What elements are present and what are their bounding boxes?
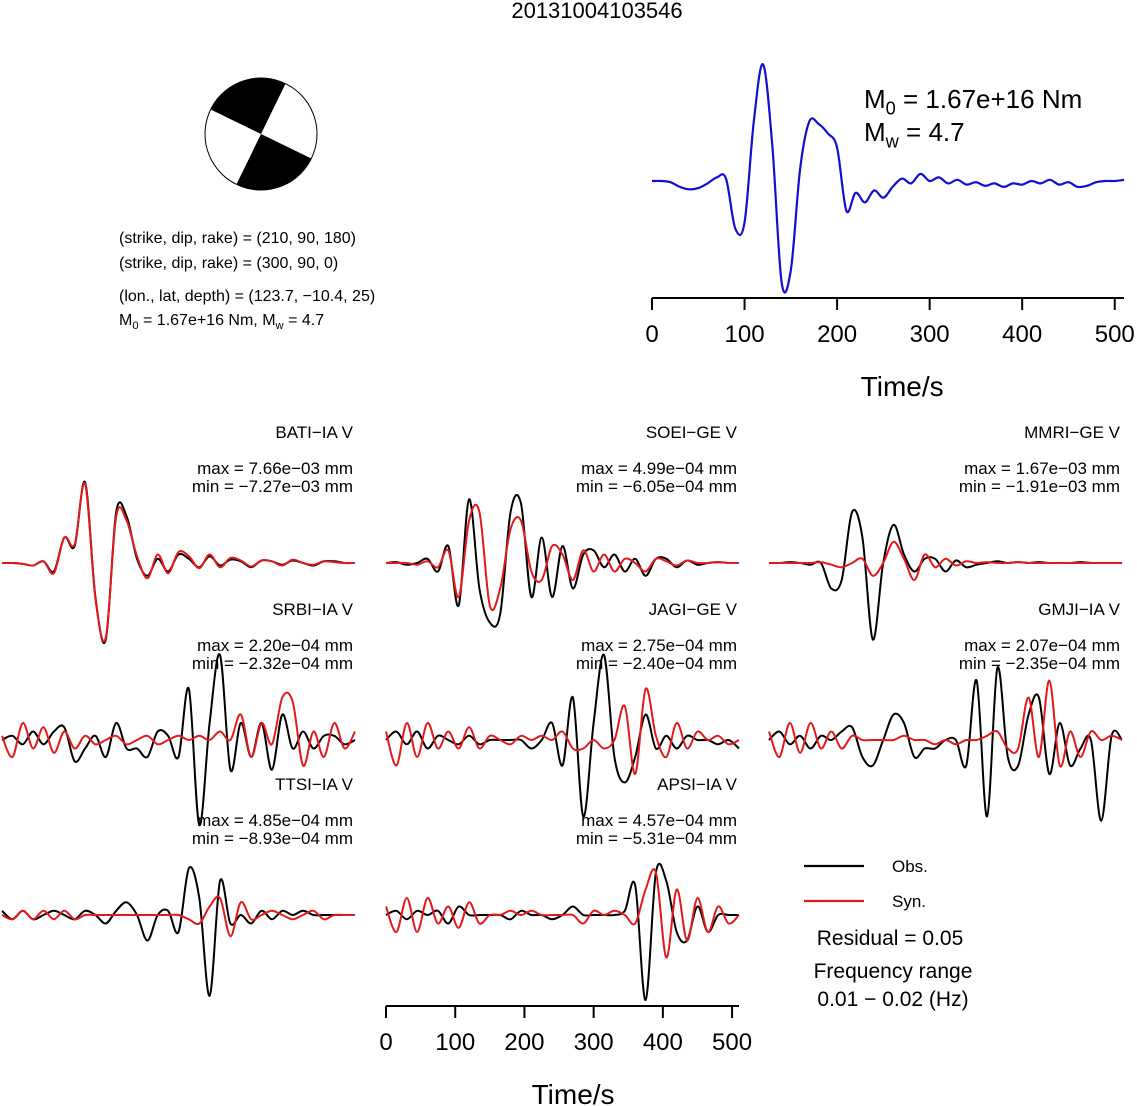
station-name: TTSI−IA V — [275, 775, 354, 794]
text-part: M — [864, 84, 886, 114]
min-label: min = −7.27e−03 mm — [192, 477, 353, 496]
mechanism-line: (strike, dip, rake) = (300, 90, 0) — [119, 255, 338, 272]
text-part: = 1.67e+16 Nm, M — [139, 312, 276, 329]
max-label: max = 2.75e−04 mm — [581, 636, 737, 655]
mechanism-line: (lon., lat, depth) = (123.7, −10.4, 25) — [119, 288, 375, 305]
min-label: min = −2.35e−04 mm — [959, 654, 1120, 673]
subscript: 0 — [132, 320, 138, 332]
station-name: SOEI−GE V — [646, 423, 738, 442]
subscript: 0 — [886, 99, 896, 119]
x-tick-label: 400 — [643, 1029, 683, 1056]
text-part: M — [864, 117, 886, 147]
min-label: min = −8.93e−04 mm — [192, 829, 353, 848]
max-label: max = 4.99e−04 mm — [581, 459, 737, 478]
text-part: = 1.67e+16 Nm — [896, 84, 1082, 114]
beachball — [204, 77, 318, 191]
min-label: min = −2.40e−04 mm — [576, 654, 737, 673]
x-tick-label: 200 — [504, 1029, 544, 1056]
figure-title: 20131004103546 — [511, 0, 682, 23]
subscript-text: Mw = 4.7 — [864, 117, 965, 152]
min-label: min = −2.32e−04 mm — [192, 654, 353, 673]
x-tick-label: 0 — [645, 321, 658, 348]
obs-trace — [385, 862, 739, 1002]
max-label: max = 1.67e−03 mm — [964, 459, 1120, 478]
subscript-text: M0 = 1.67e+16 Nm — [864, 84, 1082, 119]
station-name: APSI−IA V — [657, 775, 738, 794]
obs-trace — [768, 509, 1122, 641]
syn-trace — [385, 503, 740, 612]
station-name: BATI−IA V — [275, 423, 353, 442]
legend-label: Obs. — [892, 857, 928, 876]
legend-label: Syn. — [892, 892, 926, 911]
x-tick-label: 200 — [817, 321, 857, 348]
syn-trace — [768, 679, 1123, 768]
max-label: max = 4.85e−04 mm — [197, 811, 353, 830]
obs-trace — [768, 666, 1123, 822]
station-name: MMRI−GE V — [1024, 423, 1121, 442]
min-label: min = −1.91e−03 mm — [959, 477, 1120, 496]
station-name: JAGI−GE V — [649, 600, 738, 619]
syn-trace — [1, 482, 356, 643]
obs-trace — [385, 494, 740, 628]
x-axis-title: Time/s — [861, 371, 944, 402]
min-label: min = −5.31e−04 mm — [576, 829, 737, 848]
max-label: max = 2.07e−04 mm — [964, 636, 1120, 655]
subscript: w — [275, 320, 285, 332]
syn-trace — [385, 868, 740, 959]
min-label: min = −6.05e−04 mm — [576, 477, 737, 496]
station-name: SRBI−IA V — [272, 600, 353, 619]
x-tick-label: 300 — [574, 1029, 614, 1056]
syn-trace — [1, 691, 356, 767]
x-tick-label: 400 — [1002, 321, 1042, 348]
source-time-function — [651, 63, 1125, 294]
syn-trace — [768, 540, 1122, 581]
subscript-text: M0 = 1.67e+16 Nm, Mw = 4.7 — [119, 312, 324, 332]
x-tick-label: 500 — [1095, 321, 1135, 348]
obs-trace — [385, 653, 740, 818]
syn-trace — [385, 687, 740, 776]
obs-trace — [1, 866, 355, 997]
frequency-range: 0.01 − 0.02 (Hz) — [817, 988, 968, 1011]
x-tick-label: 100 — [435, 1029, 475, 1056]
x-tick-label: 0 — [379, 1029, 392, 1056]
max-label: max = 7.66e−03 mm — [197, 459, 353, 478]
x-tick-label: 300 — [910, 321, 950, 348]
subscript: w — [885, 132, 900, 152]
obs-trace — [1, 653, 356, 827]
frequency-title: Frequency range — [814, 960, 973, 983]
text-part: M — [119, 312, 132, 329]
x-axis-title: Time/s — [532, 1079, 615, 1106]
x-tick-label: 100 — [725, 321, 765, 348]
syn-trace — [1, 895, 355, 938]
station-name: GMJI−IA V — [1038, 600, 1120, 619]
mechanism-line: (strike, dip, rake) = (210, 90, 180) — [119, 230, 356, 247]
text-part: = 4.7 — [284, 312, 325, 329]
text-part: = 4.7 — [899, 117, 965, 147]
max-label: max = 4.57e−04 mm — [581, 811, 737, 830]
residual: Residual = 0.05 — [817, 927, 964, 950]
x-tick-label: 500 — [712, 1029, 752, 1056]
max-label: max = 2.20e−04 mm — [197, 636, 353, 655]
